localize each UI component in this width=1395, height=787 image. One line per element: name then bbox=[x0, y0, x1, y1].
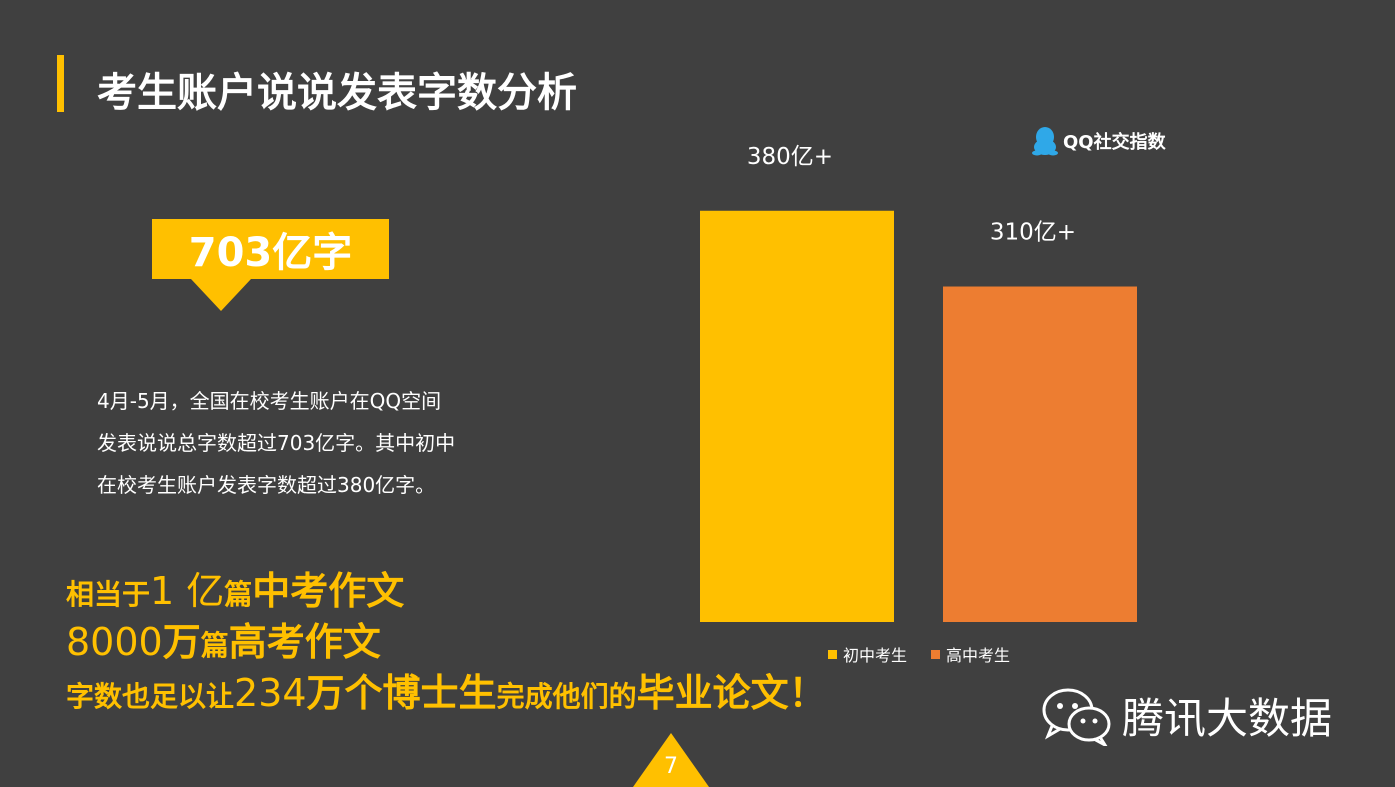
callout-pointer bbox=[191, 279, 251, 311]
legend-swatch bbox=[828, 650, 837, 659]
highlight-number: 1 亿 bbox=[150, 569, 225, 613]
description-line: 4月-5月，全国在校考生账户在QQ空间 bbox=[97, 389, 442, 413]
bar-1 bbox=[700, 210, 894, 622]
highlight-text: 篇 bbox=[224, 578, 253, 611]
wechat-icon bbox=[1042, 688, 1111, 746]
highlight-text: 万个博士生 bbox=[306, 671, 497, 715]
qq-penguin-icon bbox=[1032, 127, 1058, 156]
bar-data-label: 380亿+ bbox=[747, 144, 833, 170]
highlight-text: 相当于 bbox=[66, 578, 151, 611]
highlight-text: 毕业论文！ bbox=[636, 671, 827, 715]
description-line: 在校考生账户发表字数超过380亿字。 bbox=[97, 473, 436, 497]
footer-brand-label: 腾讯大数据 bbox=[1122, 694, 1333, 743]
bar-data-label: 310亿+ bbox=[990, 220, 1076, 246]
highlight-text: 字数也足以让 bbox=[66, 680, 235, 713]
title-accent-bar bbox=[57, 55, 64, 112]
highlight-text: 完成他们的 bbox=[496, 680, 637, 713]
total-words-callout: 703亿字 bbox=[152, 219, 389, 279]
comparison-highlight: 相当于 1 亿 篇 中考作文 8000 万 篇 高考作文 字数也足以让 234 … bbox=[66, 560, 827, 715]
highlight-text: 中考作文 bbox=[252, 569, 405, 613]
bar-2 bbox=[943, 286, 1137, 622]
highlight-number: 234 bbox=[234, 671, 307, 715]
qq-social-index-brand: QQ社交指数 bbox=[1031, 126, 1166, 156]
highlight-number: 8000 bbox=[66, 620, 163, 664]
page-title: 考生账户说说发表字数分析 bbox=[97, 70, 577, 116]
tencent-big-data-logo: 腾讯大数据 bbox=[1042, 685, 1332, 746]
legend-swatch bbox=[931, 650, 940, 659]
highlight-line-2: 8000 万 篇 高考作文 bbox=[66, 611, 827, 664]
description-text: 4月-5月，全国在校考生账户在QQ空间 发表说说总字数超过703亿字。其中初中 … bbox=[97, 380, 527, 506]
highlight-line-1: 相当于 1 亿 篇 中考作文 bbox=[66, 560, 827, 613]
legend-label: 初中考生 bbox=[843, 646, 907, 665]
legend-label: 高中考生 bbox=[946, 646, 1010, 665]
page-number: 7 bbox=[664, 754, 678, 779]
brand-label: QQ社交指数 bbox=[1063, 132, 1166, 153]
description-line: 发表说说总字数超过703亿字。其中初中 bbox=[97, 431, 456, 455]
highlight-text: 高考作文 bbox=[228, 620, 381, 664]
highlight-line-3: 字数也足以让 234 万个博士生 完成他们的 毕业论文！ bbox=[66, 662, 827, 715]
highlight-text: 万 bbox=[162, 620, 201, 664]
page-number-marker bbox=[633, 733, 709, 787]
highlight-text: 篇 bbox=[200, 629, 229, 662]
